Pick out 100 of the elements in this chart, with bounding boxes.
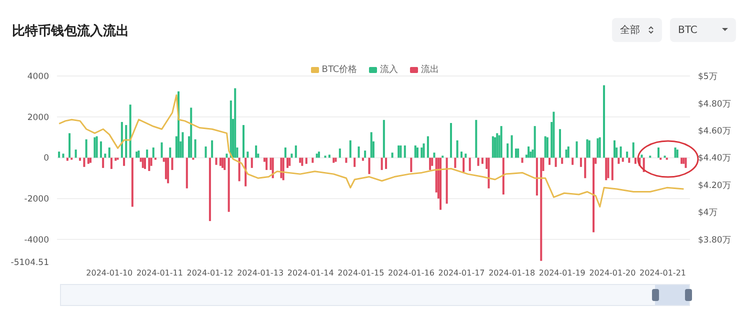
y-tick-label: 0 <box>44 154 49 164</box>
bar <box>301 158 304 166</box>
x-tick-label: 2024-01-17 <box>438 268 485 278</box>
bar <box>215 158 218 165</box>
bar <box>370 132 372 158</box>
bar <box>528 146 530 158</box>
line-series <box>58 94 684 208</box>
bar <box>226 154 228 158</box>
bar <box>572 158 574 165</box>
bar <box>316 154 318 158</box>
bar <box>626 152 628 158</box>
bar <box>611 158 614 180</box>
bar <box>450 122 452 158</box>
bar <box>456 140 458 158</box>
bar <box>514 148 517 158</box>
bar <box>410 158 412 172</box>
bar <box>620 146 622 158</box>
bar <box>280 158 282 178</box>
bar <box>114 158 117 161</box>
bar <box>169 148 172 158</box>
bar <box>288 158 291 166</box>
bar <box>404 145 406 158</box>
bar <box>429 158 432 170</box>
bar <box>446 158 448 204</box>
bar <box>120 122 123 158</box>
bar <box>584 158 586 178</box>
bar <box>382 120 385 158</box>
bar <box>222 158 224 168</box>
bar <box>190 108 192 158</box>
y-tick-label: -2000 <box>24 194 49 205</box>
bar <box>605 158 608 180</box>
bar <box>244 158 247 186</box>
bar <box>108 148 110 158</box>
bar <box>481 158 484 164</box>
bar <box>391 152 394 158</box>
legend-label: BTC价格 <box>320 64 358 76</box>
bar <box>94 137 96 158</box>
bar <box>160 142 163 158</box>
bar <box>475 120 478 158</box>
bar <box>290 154 293 158</box>
legend-label: 流入 <box>379 64 398 76</box>
bar <box>492 136 494 158</box>
bar <box>431 158 434 166</box>
bar <box>266 158 268 170</box>
bar <box>318 152 320 158</box>
y-tick-label: 4000 <box>27 72 49 82</box>
y2-tick-label: $3.80万 <box>698 235 732 246</box>
bar <box>234 88 236 158</box>
bar <box>250 158 253 168</box>
y-tick-label: 2000 <box>27 112 49 123</box>
bar <box>618 158 620 164</box>
bar <box>219 158 222 166</box>
bar <box>552 112 555 158</box>
bar <box>586 139 588 158</box>
bar <box>349 140 352 158</box>
bar <box>148 158 150 171</box>
bar <box>613 140 616 158</box>
x-tick-label: 2024-01-19 <box>538 268 586 278</box>
bar <box>144 158 146 169</box>
bar <box>284 148 286 158</box>
text: 全部 <box>620 24 640 37</box>
bar <box>517 148 520 158</box>
bar <box>104 154 106 158</box>
bar <box>460 152 462 158</box>
bar <box>208 158 211 222</box>
bar <box>598 137 601 158</box>
bar <box>440 158 442 210</box>
bar <box>676 150 678 158</box>
bar <box>603 85 606 158</box>
y-tick-label: -5104.51 <box>10 258 49 268</box>
bar <box>546 137 548 158</box>
bar <box>544 136 546 158</box>
bar <box>282 158 284 180</box>
bar <box>488 158 490 188</box>
bar <box>634 158 636 164</box>
bar <box>622 158 624 162</box>
bar <box>368 158 370 174</box>
bar <box>89 158 92 163</box>
bar <box>414 145 416 158</box>
bar <box>294 145 297 158</box>
bar <box>580 158 582 167</box>
bar <box>328 154 330 158</box>
bar <box>238 158 240 182</box>
bar <box>398 145 400 158</box>
y2-tick-label: $4.60万 <box>698 126 732 136</box>
bar <box>628 158 630 163</box>
bar <box>362 158 364 161</box>
bar <box>674 148 676 158</box>
bar <box>416 148 418 158</box>
bar <box>596 138 599 158</box>
bar <box>312 158 314 163</box>
bar <box>607 158 610 178</box>
y2-tick-label: $4万 <box>698 208 718 218</box>
bar <box>224 158 226 170</box>
bar <box>74 150 77 158</box>
bar <box>426 136 429 158</box>
text: BTC <box>678 24 698 36</box>
x-tick-label: 2024-01-14 <box>287 268 334 278</box>
bar <box>500 126 502 158</box>
bar <box>171 158 174 170</box>
